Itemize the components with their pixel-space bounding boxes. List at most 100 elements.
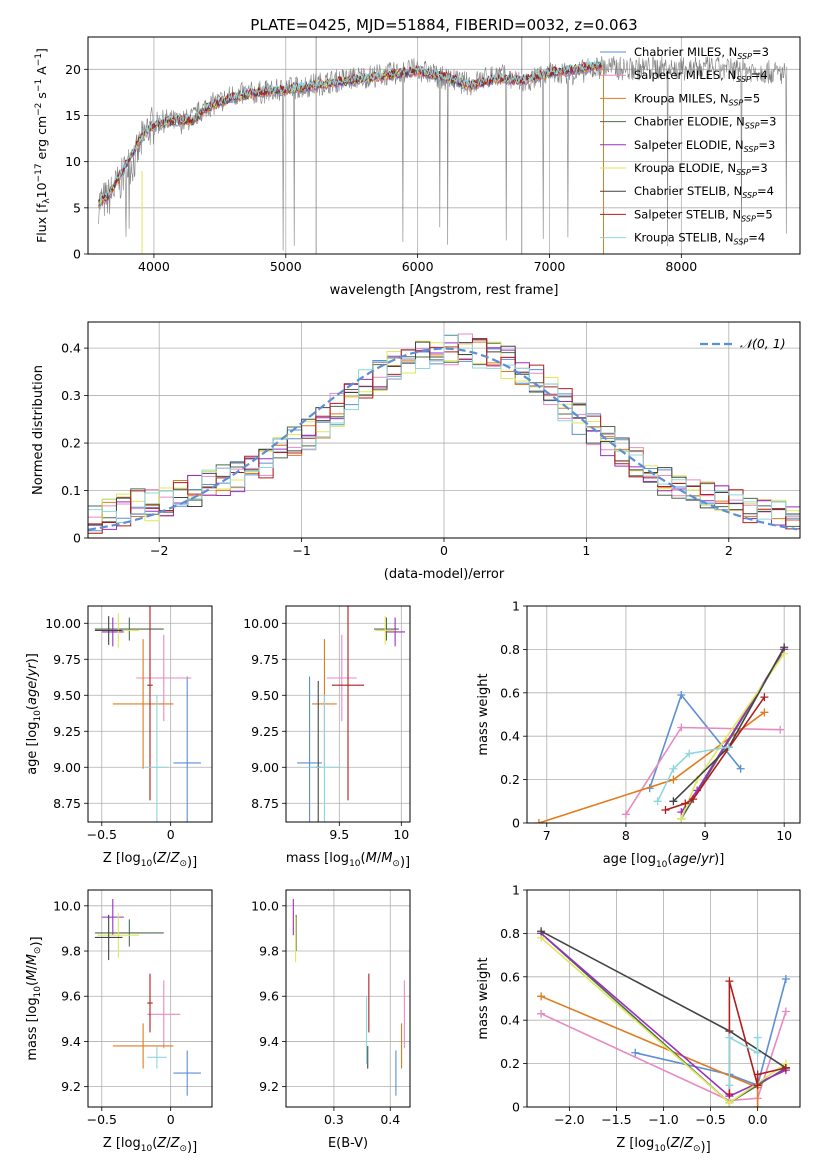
errorbar-salpeter-elodie	[101, 899, 124, 936]
data-point-marker	[689, 795, 698, 804]
data-point-marker	[725, 1033, 734, 1042]
data-point-marker	[781, 974, 790, 983]
histogram-salpeter-miles	[88, 333, 800, 518]
x-tick-label: 6000	[402, 259, 434, 274]
panel-weight-vs-Z: −2.0 −1.5 −1.0 −0.5 0.0 0 0.2 0.4 0.6 0.8 1 Z [log1…	[476, 883, 801, 1155]
y-axis-label: Normed distribution	[31, 365, 46, 495]
y-tick-label: 10.0	[53, 898, 81, 913]
x-tick-label: −1.0	[648, 1112, 678, 1127]
errorbar-salpeter-miles	[136, 634, 192, 722]
data-point-marker	[725, 1098, 734, 1107]
legend-entry: Kroupa ELODIE, NSSP=3	[634, 161, 768, 177]
x-tick-label: −2	[150, 543, 168, 558]
y-tick-label: 9.6	[61, 989, 81, 1004]
x-axis-label: Z [log10(Z/Z⊙)]	[616, 1136, 710, 1155]
plot-area	[297, 606, 406, 822]
plot-area	[94, 899, 201, 1096]
panel-mass-vs-EBV: 0.3 0.4 9.2 9.4 9.6 9.8 10.0 E(B-V)	[251, 889, 411, 1151]
errorbar-salpeter-elodie	[385, 617, 406, 647]
x-tick-label: 0	[167, 1112, 175, 1127]
y-tick-label: 9.75	[53, 652, 81, 667]
data-point-marker	[753, 1081, 762, 1090]
data-point-marker	[631, 1048, 640, 1057]
y-tick-label: 1	[512, 883, 520, 898]
axes-frame	[87, 321, 801, 539]
errorbar-salpeter-stelib	[147, 606, 153, 801]
series-line	[540, 1011, 787, 1102]
errorbar-salpeter-stelib	[331, 606, 365, 801]
y-tick-label: 9.00	[251, 760, 279, 775]
series-chabrier-stelib	[669, 643, 789, 806]
model-line-kroupa-elodie	[98, 59, 603, 206]
x-axis-label: Z [log10(Z/Z⊙)]	[103, 1136, 197, 1155]
y-tick-label: 9.25	[53, 724, 81, 739]
y-tick-label: 15	[65, 108, 81, 123]
plot-area	[292, 899, 405, 1096]
y-tick-label: 9.50	[53, 688, 81, 703]
y-tick-label: 9.4	[61, 1034, 81, 1049]
plot-area	[88, 333, 800, 534]
axes-frame	[87, 605, 213, 823]
y-tick-label: 9.6	[259, 989, 279, 1004]
x-tick-label: 1	[582, 543, 590, 558]
data-point-marker	[681, 799, 690, 808]
legend-entry: Kroupa MILES, NSSP=5	[634, 91, 760, 107]
errorbar-kroupa-stelib	[145, 695, 168, 822]
x-tick-label: 9.5	[329, 827, 349, 842]
data-point-marker	[760, 693, 769, 702]
series-line	[540, 995, 759, 1107]
x-axis-label: Z [log10(Z/Z⊙)]	[103, 851, 197, 870]
figure-title: PLATE=0425, MJD=51884, FIBERID=0032, z=0…	[250, 16, 637, 34]
data-point-marker	[725, 977, 734, 986]
data-point-marker	[537, 1009, 546, 1018]
data-point-marker	[685, 749, 694, 758]
data-point-marker	[661, 805, 670, 814]
x-tick-label: 8	[622, 828, 630, 843]
y-tick-label: 0.3	[61, 388, 81, 403]
legend-entry: Chabrier MILES, NSSP=3	[634, 45, 769, 61]
errorbar-chabrier-stelib	[94, 616, 123, 645]
x-tick-label: −0.5	[87, 827, 117, 842]
errorbar-kroupa-stelib	[309, 695, 340, 822]
data-point-marker	[760, 708, 769, 717]
errorbar-chabrier-stelib	[94, 914, 123, 961]
data-point-marker	[780, 643, 789, 652]
y-tick-label: 9.2	[61, 1079, 81, 1094]
x-tick-label: 0	[167, 827, 175, 842]
data-point-marker	[753, 1070, 762, 1079]
axes-frame	[87, 889, 213, 1108]
y-tick-label: 9.8	[259, 944, 279, 959]
panel-age-vs-mass: 9.5 10 8.75 9.00 9.25 9.50 9.75 10.00 mass [log1…	[243, 605, 411, 870]
errorbar-kroupa-miles	[112, 1023, 174, 1069]
errorbar-salpeter-stelib	[147, 973, 153, 1033]
axes-frame	[526, 605, 801, 824]
y-tick-label: 0.4	[61, 341, 81, 356]
x-tick-label: −1.5	[601, 1112, 631, 1127]
data-point-marker	[537, 992, 546, 1001]
data-point-marker	[677, 723, 686, 732]
data-point-marker	[753, 1103, 762, 1107]
x-tick-label: −2.0	[554, 1112, 584, 1127]
y-tick-label: 10.00	[45, 616, 81, 631]
y-tick-label: 10.00	[243, 616, 279, 631]
panel-mass-vs-Z: −0.5 0 9.2 9.4 9.6 9.8 10.0 Z [log10(Z/Z⊙)] mass…	[25, 889, 213, 1155]
axes-frame	[526, 889, 801, 1108]
y-tick-label: 0	[73, 531, 81, 546]
y-tick-label: 1	[512, 599, 520, 614]
y-tick-label: 5	[73, 200, 81, 215]
legend-entry: Salpeter STELIB, NSSP=5	[634, 207, 773, 223]
legend-entry: Salpeter ELODIE, NSSP=3	[634, 138, 775, 154]
grid	[88, 890, 212, 1107]
data-point-marker	[753, 1033, 762, 1042]
y-tick-label: 9.4	[259, 1034, 279, 1049]
y-axis-label: mass weight	[476, 673, 491, 755]
x-tick-label: 0.3	[324, 1112, 344, 1127]
x-tick-label: 10	[776, 828, 792, 843]
series-line	[635, 978, 787, 1087]
y-tick-label: 0	[512, 816, 520, 831]
legend-entry: Salpeter MILES, NSSP=4	[634, 68, 768, 84]
series-kroupa-stelib	[725, 1033, 762, 1090]
panel-spectrum: 4000 5000 6000 7000 8000 0 5 10 15 20 Flux [fλ10−1…	[34, 36, 801, 298]
x-tick-label: 0.4	[380, 1112, 400, 1127]
series-line	[728, 1036, 759, 1086]
